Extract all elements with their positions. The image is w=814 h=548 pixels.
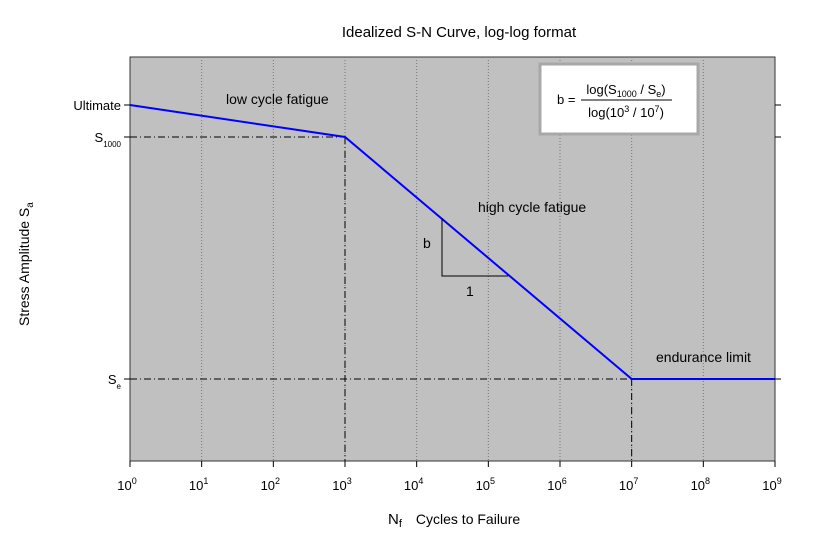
x-tick-label: 101 [189,476,208,493]
slope-run-label: 1 [466,283,474,299]
x-tick-label: 102 [261,476,280,493]
x-tick-label: 107 [619,476,638,493]
reference-lines [130,136,633,461]
x-tick-label: 108 [691,476,710,493]
x-tick-label: 106 [547,476,566,493]
x-tick-label: 100 [117,476,136,493]
formula-numerator: log(S1000 / Se) [586,82,665,99]
formula-denominator: log(103 / 107) [588,104,664,120]
y-axis-label: Stress Amplitude Sa [16,202,36,326]
formula-frame [538,62,700,136]
formula-lhs: b = [557,92,575,107]
high-cycle-annotation: high cycle fatigue [478,199,586,215]
sn-curve-series [129,104,775,380]
x-axis-label: Nf Cycles to Failure [388,511,520,530]
y-tick-label: S1000 [95,130,122,149]
x-tick-label: 104 [404,476,423,493]
chart-title: Idealized S-N Curve, log-log format [342,24,577,41]
x-axis-ticks: 100 101 102 103 104 105 106 107 108 109 [117,461,782,493]
y-tick-label: Ultimate [73,98,121,113]
y-axis-ticks: Ultimate S1000 Se [73,98,781,391]
x-tick-label: 103 [332,476,351,493]
x-tick-label: 109 [762,476,781,493]
x-tick-label: 105 [476,476,495,493]
low-cycle-annotation: low cycle fatigue [226,91,329,107]
endurance-annotation: endurance limit [656,349,751,365]
slope-triangle [441,218,508,277]
y-tick-label: Se [108,372,122,391]
formula-box: b = log(S1000 / Se) log(103 / 107) [538,62,700,136]
slope-rise-label: b [423,235,431,251]
